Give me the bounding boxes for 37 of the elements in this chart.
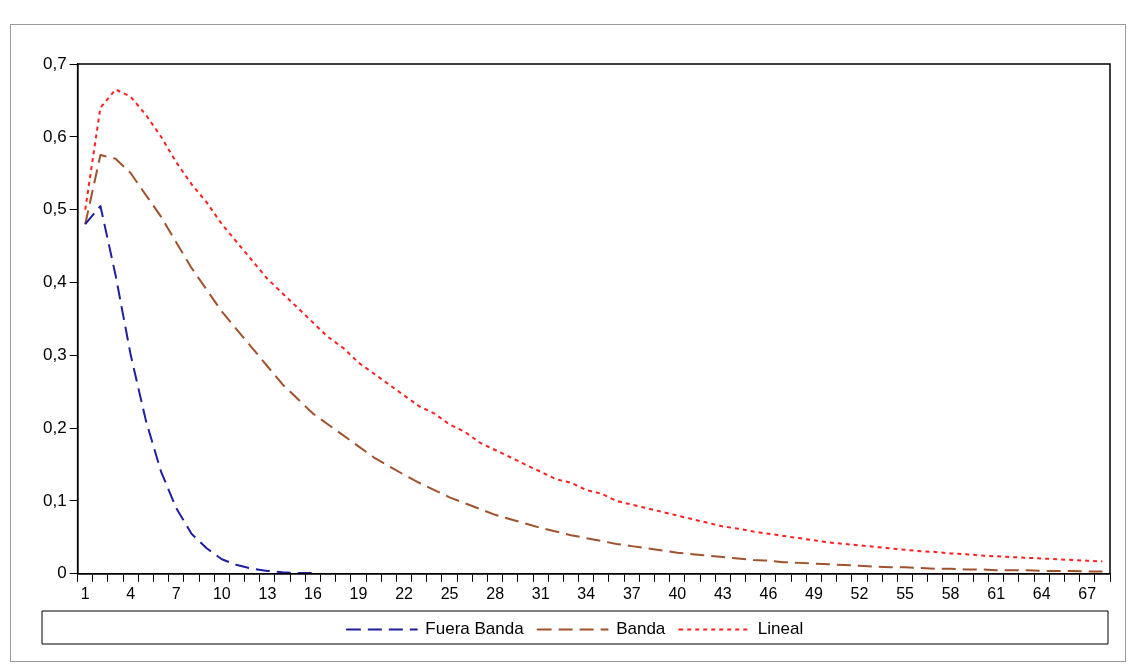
y-tick-label: 0,6 [42,126,67,146]
x-tick-label: 61 [987,584,1006,602]
line-series [84,205,314,574]
x-tick-label: 58 [941,584,960,602]
x-tick-label: 31 [531,584,550,602]
y-tick-label: 0 [57,563,67,583]
y-tick-label: 0,7 [42,53,67,73]
line-series [84,88,1104,563]
x-tick-label: 7 [171,584,181,602]
x-tick-label: 10 [212,584,231,602]
x-tick-label: 4 [126,584,136,602]
y-tick-label: 0,3 [42,345,67,364]
x-tick-label: 1 [80,584,90,602]
x-tick-label: 49 [805,584,823,602]
x-tick-label: 52 [850,584,869,602]
x-tick-label: 55 [896,584,915,602]
line-series [84,154,1104,573]
legend-label: Fuera Banda [425,619,525,639]
x-tick-label: 46 [759,584,778,602]
x-tick-label: 34 [577,584,596,602]
x-tick-label: 37 [622,584,641,602]
x-tick-label: 13 [258,584,277,602]
y-tick-label: 0,5 [42,199,67,219]
y-tick-label: 0,4 [42,272,67,292]
x-tick-label: 43 [713,584,732,602]
x-tick-label: 16 [304,584,322,602]
legend-label: Lineal [757,619,804,639]
x-tick-label: 64 [1032,584,1051,602]
x-tick-label: 28 [486,584,505,602]
x-tick-label: 67 [1078,584,1097,602]
legend-label: Banda [616,619,666,639]
x-tick-label: 19 [349,584,368,602]
x-tick-label: 25 [440,584,459,602]
x-tick-label: 40 [668,584,687,602]
y-tick-label: 0,2 [42,417,67,437]
y-tick-label: 0,1 [42,490,67,510]
x-tick-label: 22 [395,584,414,602]
